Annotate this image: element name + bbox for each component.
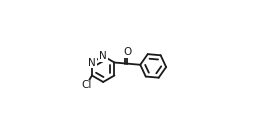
Text: Cl: Cl bbox=[81, 80, 91, 90]
Text: O: O bbox=[123, 47, 132, 57]
Text: N: N bbox=[88, 58, 96, 67]
Text: N: N bbox=[99, 51, 107, 61]
